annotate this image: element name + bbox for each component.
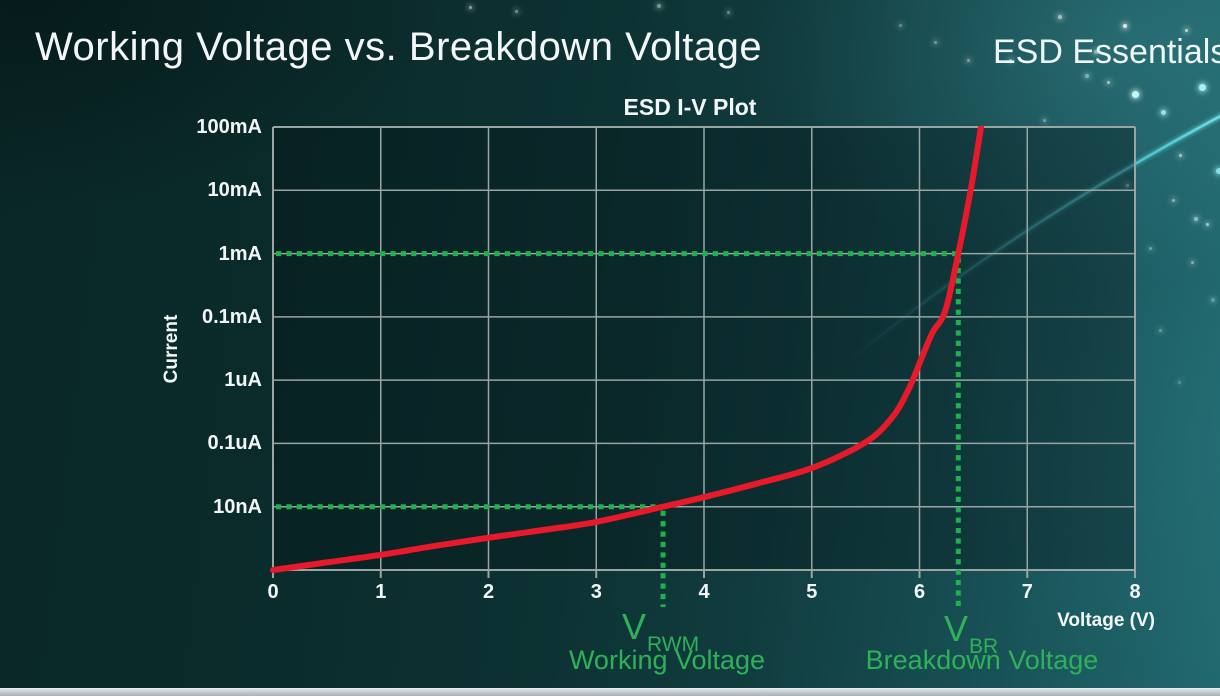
- particle-dot: [1190, 260, 1194, 264]
- particle-dot: [933, 40, 937, 44]
- particle-dot: [1160, 109, 1166, 115]
- vbr-label: VBR: [944, 608, 998, 658]
- particle-dot: [1178, 153, 1182, 157]
- particle-dot: [1148, 246, 1152, 250]
- particle-dot: [966, 58, 970, 62]
- vbr-symbol: V: [944, 608, 969, 649]
- y-axis-tick-label: 1uA: [224, 369, 262, 392]
- brand-watermark: ESD Essentials: [993, 33, 1220, 71]
- x-axis-tick-label: 0: [267, 581, 279, 603]
- particle-dot: [1198, 83, 1206, 91]
- y-axis-tick-label: 10nA: [213, 495, 262, 518]
- y-axis-tick-label: 10mA: [207, 179, 262, 202]
- particle-dot: [1058, 15, 1062, 19]
- particle-dot: [1008, 58, 1012, 62]
- particle-dot: [1125, 183, 1129, 187]
- particle-dot: [1094, 50, 1098, 54]
- x-axis-tick-label: 3: [590, 581, 602, 603]
- particle-dot: [1171, 198, 1175, 202]
- y-axis-tick-label: 1mA: [218, 242, 262, 265]
- particle-dot: [1131, 90, 1139, 98]
- particle-dot: [1085, 74, 1089, 78]
- vrwm-symbol: V: [622, 606, 647, 647]
- x-axis-tick-label: 1: [375, 581, 387, 603]
- particle-dot: [514, 9, 518, 13]
- vbr-subscript: BR: [969, 635, 999, 658]
- particle-dot: [1184, 28, 1188, 32]
- particle-dot: [726, 10, 730, 14]
- chart-title: ESD I-V Plot: [623, 94, 757, 120]
- x-axis-tick-label: 2: [482, 581, 495, 603]
- x-axis-tick-label: 4: [698, 581, 710, 603]
- particle-dot: [1216, 168, 1220, 174]
- y-axis-tick-label: 0.1uA: [207, 432, 262, 455]
- page-title: Working Voltage vs. Breakdown Voltage: [35, 25, 763, 69]
- particle-dot: [1123, 24, 1127, 28]
- vrwm-label: VRWM: [622, 606, 699, 656]
- particle-dot: [1194, 217, 1198, 221]
- particle-dot: [1158, 328, 1162, 332]
- particle-dot: [1106, 80, 1110, 84]
- y-axis-tick-label: 100mA: [196, 116, 262, 138]
- x-axis-tick-label: 6: [913, 581, 926, 603]
- particle-dot: [657, 4, 661, 8]
- slide-bottom-edge: [0, 688, 1220, 696]
- x-axis-label: Voltage (V): [1057, 610, 1155, 631]
- vrwm-subscript: RWM: [647, 633, 700, 656]
- particle-dot: [1205, 222, 1209, 226]
- particle-dot: [1042, 118, 1046, 122]
- y-axis-tick-label: 0.1mA: [201, 305, 262, 328]
- particle-dot: [1211, 298, 1215, 302]
- particle-dot: [1177, 380, 1181, 384]
- x-axis-tick-label: 7: [1021, 581, 1033, 603]
- particle-dot: [898, 23, 902, 27]
- particle-dot: [468, 5, 472, 9]
- x-axis-tick-label: 8: [1129, 581, 1141, 603]
- breakdown-voltage-caption: Breakdown Voltage: [865, 645, 1099, 675]
- working-voltage-caption: Working Voltage: [568, 645, 766, 675]
- x-axis-tick-label: 5: [806, 581, 818, 603]
